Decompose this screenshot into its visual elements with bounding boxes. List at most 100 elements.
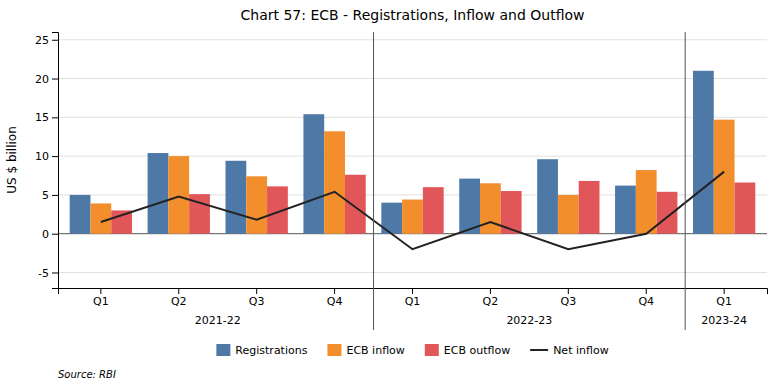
x-tick-mark [412, 288, 413, 294]
x-tick-label: Q1 [93, 295, 109, 308]
x-tick-label: Q3 [560, 295, 576, 308]
plot: -50510152025Q1Q2Q3Q4Q1Q2Q3Q4Q12021-22202… [35, 32, 768, 330]
bar [70, 195, 91, 234]
bar [303, 114, 324, 233]
x-axis-line [59, 289, 768, 295]
y-tick-mark [52, 156, 58, 157]
x-tick: Q3 [249, 288, 265, 308]
x-tick: Q3 [560, 288, 576, 308]
bar [111, 210, 132, 233]
bar [657, 192, 678, 234]
x-tick: Q4 [638, 288, 654, 308]
legend-swatch [425, 344, 439, 356]
x-tick-label: Q2 [483, 295, 499, 308]
y-axis-line [52, 33, 59, 289]
y-tick: 25 [35, 34, 58, 47]
bar-series [70, 71, 714, 234]
bar [558, 195, 579, 234]
y-tick: -5 [38, 267, 58, 280]
y-tick: 20 [35, 73, 58, 86]
legend-label: ECB outflow [444, 344, 510, 357]
legend-label: Net inflow [553, 344, 609, 357]
bar [615, 186, 636, 234]
bar [402, 200, 423, 234]
grid-line [58, 78, 767, 79]
bar-series [90, 120, 734, 234]
y-tick-label: 10 [35, 150, 49, 163]
legend-label: ECB inflow [346, 344, 404, 357]
legend-item: ECB inflow [327, 344, 404, 357]
chart: Chart 57: ECB - Registrations, Inflow an… [0, 0, 783, 384]
x-axis: Q1 Q2 Q3 Q4 Q1 Q2 Q3 Q4 Q1 [59, 288, 768, 308]
legend: Registrations ECB inflow ECB outflow Net in… [216, 344, 608, 357]
y-tick-mark [52, 272, 58, 273]
group-label: 2023-24 [701, 314, 747, 327]
x-tick-label: Q3 [249, 295, 265, 308]
x-tick: Q2 [171, 288, 187, 308]
y-tick-label: 25 [35, 34, 49, 47]
bar [579, 181, 600, 234]
bar [459, 179, 480, 234]
grid [58, 40, 767, 273]
source: Source: RBI [58, 369, 116, 380]
grid-line [58, 39, 767, 40]
bar [324, 131, 345, 233]
y-tick-mark [52, 234, 58, 235]
marks [70, 71, 756, 249]
bar [168, 156, 189, 234]
x-tick-label: Q4 [327, 295, 343, 308]
title: Chart 57: ECB - Registrations, Inflow an… [241, 7, 585, 23]
y-tick-label: 20 [35, 73, 49, 86]
x-tick-label: Q2 [171, 295, 187, 308]
x-tick-mark [178, 288, 179, 294]
bar [480, 183, 501, 233]
bar [423, 187, 444, 234]
line [101, 172, 724, 250]
x-tick: Q2 [483, 288, 499, 308]
bar [226, 161, 247, 234]
group-divider [685, 32, 686, 330]
bar [636, 170, 657, 234]
x-tick-mark [334, 288, 335, 294]
category-groups: 2021-22 2022-23 2023-24 [195, 32, 747, 330]
x-tick-mark [256, 288, 257, 294]
legend-label: Registrations [235, 344, 307, 357]
x-tick-mark [490, 288, 491, 294]
x-tick: Q4 [327, 288, 343, 308]
x-tick-mark [100, 288, 101, 294]
y-tick: 5 [42, 189, 58, 202]
y-axis: -5 0 5 10 15 20 25 [35, 33, 59, 289]
y-tick-label: -5 [38, 267, 49, 280]
legend-swatch [216, 344, 230, 356]
bar [537, 159, 558, 233]
x-tick: Q1 [716, 288, 732, 308]
y-tick-label: 0 [42, 228, 49, 241]
x-tick-label: Q4 [638, 295, 654, 308]
x-tick-mark [724, 288, 725, 294]
x-tick-mark [568, 288, 569, 294]
y-tick: 10 [35, 150, 58, 163]
x-tick-label: Q1 [405, 295, 421, 308]
x-tick-label: Q1 [716, 295, 732, 308]
y-tick-mark [52, 195, 58, 196]
legend-item: Registrations [216, 344, 307, 357]
group-label: 2021-22 [195, 314, 241, 327]
y-tick-mark [52, 40, 58, 41]
bar [693, 71, 714, 234]
legend-swatch [530, 349, 548, 351]
grid-line [58, 272, 767, 273]
x-tick: Q1 [405, 288, 421, 308]
y-tick-label: 15 [35, 111, 49, 124]
legend-item: Net inflow [530, 344, 609, 357]
x-tick: Q1 [93, 288, 109, 308]
x-tick-mark [646, 288, 647, 294]
bar [246, 176, 267, 233]
y-tick-label: 5 [42, 189, 49, 202]
bar [148, 153, 169, 234]
group-divider [373, 32, 374, 330]
y-tick: 0 [42, 228, 58, 241]
legend-item: ECB outflow [425, 344, 510, 357]
bar [345, 175, 366, 234]
y-tick: 15 [35, 111, 58, 124]
group-label: 2022-23 [506, 314, 552, 327]
